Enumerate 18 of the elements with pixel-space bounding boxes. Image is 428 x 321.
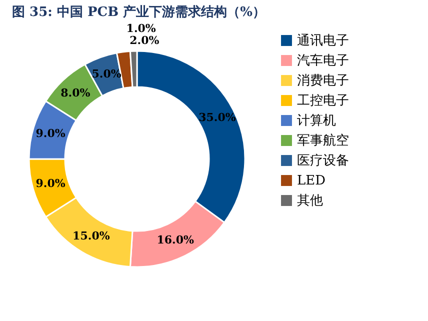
data-label: 35.0% (198, 111, 236, 124)
legend-label: 军事航空 (297, 134, 349, 148)
legend-label: 通讯电子 (297, 34, 349, 48)
legend-label: 工控电子 (297, 94, 349, 108)
data-label: 1.0% (126, 22, 156, 36)
data-label: 2.0% (130, 34, 160, 48)
legend-label: 计算机 (297, 114, 336, 128)
chart-title: 图 35: 中国 PCB 产业下游需求结构（%） (12, 4, 266, 20)
data-label: 8.0% (60, 86, 91, 100)
legend-label: 汽车电子 (297, 54, 349, 68)
data-label: 16.0% (156, 233, 194, 246)
data-label: 9.0% (36, 126, 66, 140)
legend-label: LED (297, 174, 326, 188)
legend-label: 消费电子 (297, 74, 349, 88)
legend-label: 医疗设备 (297, 154, 349, 168)
legend-label: 其他 (297, 194, 323, 208)
data-label: 9.0% (36, 177, 66, 190)
data-label: 15.0% (72, 229, 110, 242)
